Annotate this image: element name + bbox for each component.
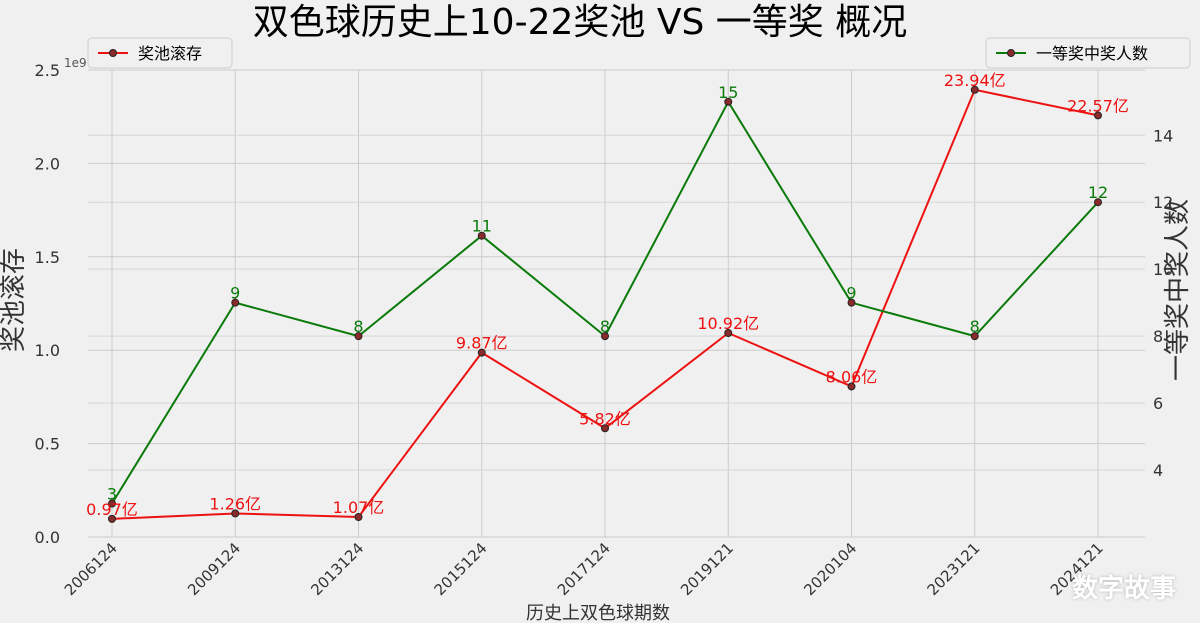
y-right-tick-label: 4 xyxy=(1153,461,1163,480)
data-label: 5.82亿 xyxy=(579,409,631,428)
data-point xyxy=(231,509,240,518)
data-point xyxy=(970,332,979,341)
legend-left-label: 奖池滚存 xyxy=(138,44,202,63)
x-tick-label: 2017124 xyxy=(554,539,614,599)
data-point xyxy=(477,348,486,357)
data-label: 22.57亿 xyxy=(1067,96,1129,115)
data-label: 11 xyxy=(472,217,492,236)
y-right-tick-label: 12 xyxy=(1153,193,1173,212)
data-label: 12 xyxy=(1088,183,1108,202)
data-label: 9 xyxy=(230,284,240,303)
data-point xyxy=(970,85,979,94)
data-label: 8 xyxy=(353,317,363,336)
plot-area xyxy=(88,70,1145,537)
data-label: 8.06亿 xyxy=(826,367,878,386)
y-right-tick-label: 8 xyxy=(1153,327,1163,346)
y-left-tick-label: 2.0 xyxy=(35,154,60,173)
y-axis-left-label: 奖池滚存 xyxy=(0,248,29,352)
legend-left-box xyxy=(87,37,233,69)
data-point xyxy=(354,513,363,522)
y-right-tick-label: 6 xyxy=(1153,394,1163,413)
x-tick-label: 2023121 xyxy=(924,539,984,599)
data-point xyxy=(1094,198,1102,207)
x-tick-label: 2020104 xyxy=(800,539,860,599)
data-point xyxy=(231,298,240,307)
chart-title: 双色球历史上10-22奖池 VS 一等奖 概况 xyxy=(253,2,907,43)
data-point xyxy=(847,382,856,391)
data-point xyxy=(477,231,486,240)
data-label: 3 xyxy=(107,485,117,504)
legend-right-box xyxy=(985,37,1191,69)
data-point xyxy=(847,298,856,307)
y-left-tick-label: 1.5 xyxy=(35,248,60,267)
data-labels: 0.97亿 1.26亿 1.07亿 9.87亿 5.82亿 10.92亿 8.06亿 23.9… xyxy=(86,71,1129,519)
legend-right-label: 一等奖中奖人数 xyxy=(1036,44,1148,63)
data-point xyxy=(724,97,733,106)
data-point xyxy=(601,424,609,433)
data-label: 15 xyxy=(718,83,738,102)
data-point xyxy=(724,329,733,338)
data-markers xyxy=(108,85,1102,523)
x-tick-label: 2019121 xyxy=(677,539,737,599)
data-label: 10.92亿 xyxy=(697,314,759,333)
y-right-tick-label: 10 xyxy=(1153,260,1173,279)
y-axis-right-label: 一等奖中奖人数 xyxy=(1163,199,1193,381)
y-right-tick-label: 14 xyxy=(1153,126,1173,145)
data-label: 9.87亿 xyxy=(456,334,508,353)
data-label: 1.07亿 xyxy=(333,498,385,517)
y-left-tick-label: 1.0 xyxy=(35,341,60,360)
y-left-tick-label: 0.5 xyxy=(35,435,60,454)
watermark: 数字故事 xyxy=(1071,574,1176,604)
x-tick-label: 2009124 xyxy=(184,539,244,599)
legend-left-marker xyxy=(109,49,117,57)
data-label: 8 xyxy=(600,317,610,336)
legend-right-marker xyxy=(1007,49,1015,57)
data-point xyxy=(108,499,116,508)
gridlines xyxy=(88,69,1145,538)
x-tick-label: 2006124 xyxy=(61,539,121,599)
data-point xyxy=(1094,111,1102,120)
x-axis-label: 历史上双色球期数 xyxy=(526,603,670,623)
y-left-tick-label: 2.5 xyxy=(35,61,60,80)
data-label: 9 xyxy=(846,284,856,303)
data-point xyxy=(108,514,116,523)
data-point xyxy=(601,332,609,341)
legends: 奖池滚存 一等奖中奖人数 xyxy=(87,37,1191,69)
data-label: 23.94亿 xyxy=(944,71,1006,90)
data-label: 8 xyxy=(970,317,980,336)
y-axis-multiplier: 1e9 xyxy=(64,56,87,70)
x-tick-label: 2015124 xyxy=(431,539,491,599)
data-label: 1.26亿 xyxy=(209,494,261,513)
data-label: 0.97亿 xyxy=(86,500,138,519)
data-point xyxy=(354,332,363,341)
y-left-tick-label: 0.0 xyxy=(35,528,60,547)
x-tick-label: 2013124 xyxy=(307,539,367,599)
